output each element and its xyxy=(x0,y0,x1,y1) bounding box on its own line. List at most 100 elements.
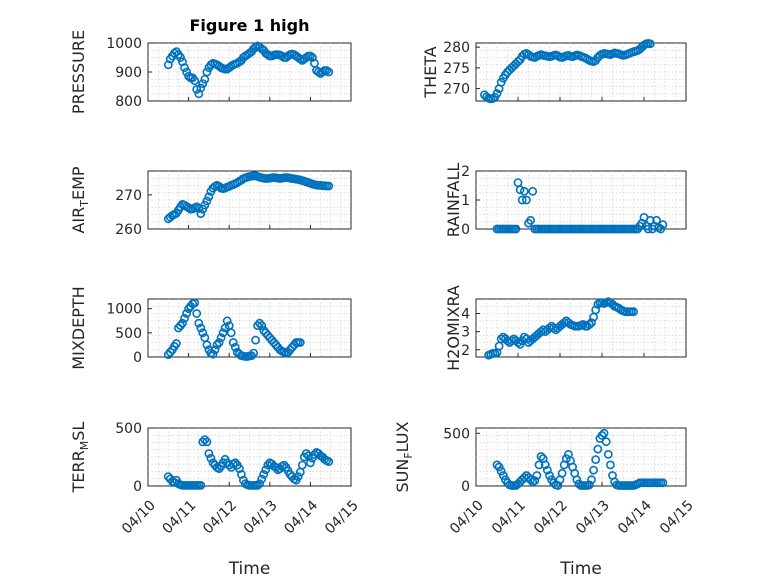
data-point xyxy=(178,318,187,328)
y-tick-label: 3 xyxy=(461,325,470,341)
data-point xyxy=(257,321,267,330)
y-tick-label: 800 xyxy=(115,94,142,110)
data-point xyxy=(261,465,271,475)
data-point xyxy=(295,338,305,347)
data-point xyxy=(255,318,264,328)
data-point xyxy=(251,335,260,345)
data-point xyxy=(494,462,504,472)
data-series xyxy=(163,435,334,490)
data-point xyxy=(184,71,193,81)
data-point xyxy=(202,196,212,206)
data-point xyxy=(218,328,228,338)
data-point xyxy=(585,480,594,490)
data-point xyxy=(169,48,179,58)
data-series xyxy=(479,39,655,104)
y-tick-label: 900 xyxy=(115,65,142,81)
y-tick-label: 2 xyxy=(461,343,470,359)
data-point xyxy=(253,480,262,490)
data-point xyxy=(214,338,224,347)
data-point xyxy=(202,340,212,350)
y-tick-label: 0 xyxy=(133,350,142,366)
data-point xyxy=(587,318,596,327)
data-point xyxy=(206,453,216,463)
data-point xyxy=(603,449,613,459)
data-point xyxy=(645,39,655,49)
data-point xyxy=(543,465,552,475)
data-point xyxy=(279,460,289,470)
data-point xyxy=(182,67,191,77)
data-point xyxy=(230,458,240,468)
data-point xyxy=(557,468,567,478)
data-series xyxy=(163,298,305,361)
data-point xyxy=(180,63,189,73)
data-point xyxy=(572,475,582,485)
data-point xyxy=(526,215,535,225)
data-point xyxy=(522,195,531,205)
y-axis-label: AIRTEMP xyxy=(69,166,91,233)
data-point xyxy=(517,195,527,205)
x-axis-label: Time xyxy=(559,559,602,579)
data-point xyxy=(324,457,334,466)
data-point xyxy=(515,185,525,195)
data-point xyxy=(492,89,502,98)
y-tick-label: 1000 xyxy=(106,302,142,318)
data-point xyxy=(513,338,523,347)
y-tick-label: 4 xyxy=(461,307,470,323)
x-tick-label: 04/14 xyxy=(281,497,321,537)
y-tick-label: 1 xyxy=(461,193,470,209)
data-point xyxy=(540,460,550,470)
data-point xyxy=(214,464,224,473)
data-point xyxy=(606,460,615,470)
data-point xyxy=(324,181,334,191)
y-tick-label: 500 xyxy=(443,426,470,442)
x-tick-label: 04/15 xyxy=(657,498,697,538)
data-point xyxy=(597,430,607,440)
data-point xyxy=(228,338,238,347)
data-point xyxy=(599,428,609,438)
data-point xyxy=(255,479,264,489)
data-point xyxy=(324,67,334,77)
x-tick-label: 04/11 xyxy=(160,498,200,538)
data-point xyxy=(222,316,232,326)
y-axis-label: PRESSURE xyxy=(69,30,88,114)
data-point xyxy=(216,333,226,343)
data-point xyxy=(593,299,603,309)
data-point xyxy=(198,328,208,338)
data-point xyxy=(200,435,210,444)
data-series xyxy=(163,41,334,99)
x-tick-label: 04/13 xyxy=(573,498,613,538)
y-tick-label: 500 xyxy=(115,326,142,342)
y-tick-label: 0 xyxy=(461,479,470,495)
data-point xyxy=(656,224,666,234)
y-tick-label: 280 xyxy=(443,40,470,56)
data-point xyxy=(226,328,236,338)
data-point xyxy=(198,204,208,214)
data-point xyxy=(532,471,542,480)
subplot-pressure: 800 900 1000 PRESSURE Figure 1 high xyxy=(69,16,352,114)
y-tick-label: 260 xyxy=(115,222,142,238)
y-axis-label: RAINFALL xyxy=(444,163,463,238)
subplot-terr-msl: 0 500 04/10 04/11 04/12 04/13 04/14 04/15 Time TE… xyxy=(69,421,362,579)
data-point xyxy=(196,83,206,93)
data-point xyxy=(202,437,212,447)
y-axis-label: SUNFLUX xyxy=(393,421,415,492)
data-point xyxy=(578,319,588,329)
data-point xyxy=(310,450,319,460)
data-point xyxy=(192,85,202,94)
data-point xyxy=(165,347,175,357)
data-point xyxy=(257,474,267,484)
data-point xyxy=(561,454,571,463)
y-axis-label: TERRMSL xyxy=(69,422,91,494)
data-point xyxy=(176,321,185,330)
data-point xyxy=(496,78,506,87)
data-point xyxy=(314,67,323,77)
data-point xyxy=(645,215,655,225)
data-point xyxy=(259,469,269,479)
data-point xyxy=(182,309,191,318)
data-point xyxy=(526,475,535,485)
data-point xyxy=(204,192,214,201)
data-point xyxy=(587,475,596,485)
data-series xyxy=(492,178,668,234)
